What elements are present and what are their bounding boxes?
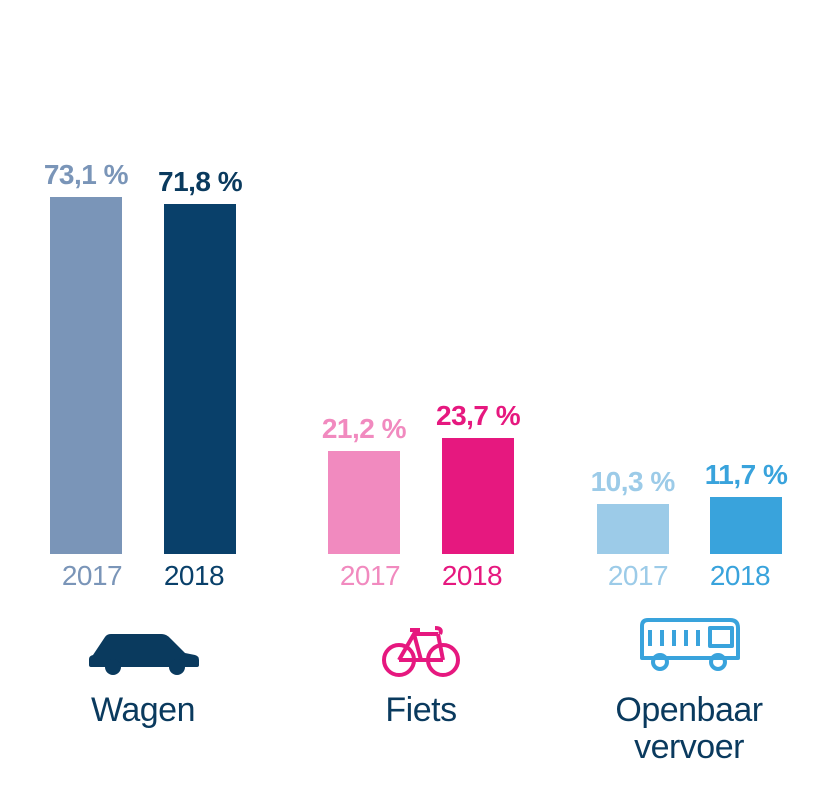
- bars-row: 10,3 % 11,7 %: [564, 459, 814, 554]
- bar-2017: 21,2 %: [322, 413, 406, 554]
- bar-rect: [328, 451, 400, 554]
- bar-value-label: 73,1 %: [44, 159, 128, 191]
- bars-row: 73,1 % 71,8 %: [18, 159, 268, 554]
- bar-2018: 71,8 %: [158, 166, 242, 554]
- group-wagen: 73,1 % 71,8 %: [18, 0, 268, 554]
- group-fiets: 21,2 % 23,7 %: [296, 0, 546, 554]
- car-icon: [83, 625, 203, 675]
- bar-value-label: 71,8 %: [158, 166, 242, 198]
- year-label: 2017: [56, 560, 128, 592]
- year-label: 2018: [158, 560, 230, 592]
- bar-rect: [164, 204, 236, 554]
- category-label: Wagen: [18, 692, 268, 729]
- bar-value-label: 11,7 %: [705, 459, 788, 491]
- bar-2018: 11,7 %: [705, 459, 788, 554]
- year-label: 2018: [436, 560, 508, 592]
- year-label: 2017: [334, 560, 406, 592]
- bar-rect: [442, 438, 514, 554]
- bar-rect: [597, 504, 669, 554]
- category-label: Openbaar vervoer: [564, 692, 814, 767]
- bicycle-icon: [382, 620, 460, 678]
- bar-value-label: 10,3 %: [591, 466, 675, 498]
- bar-value-label: 23,7 %: [436, 400, 520, 432]
- bars-row: 21,2 % 23,7 %: [296, 400, 546, 554]
- bar-rect: [50, 197, 122, 554]
- group-openbaar: 10,3 % 11,7 %: [564, 0, 814, 554]
- category-label: Fiets: [296, 692, 546, 729]
- bus-icon: [634, 614, 744, 674]
- bar-rect: [710, 497, 782, 554]
- bar-2018: 23,7 %: [436, 400, 520, 554]
- year-label: 2017: [602, 560, 674, 592]
- bar-2017: 10,3 %: [591, 466, 675, 554]
- year-label: 2018: [704, 560, 776, 592]
- bar-2017: 73,1 %: [44, 159, 128, 554]
- bar-value-label: 21,2 %: [322, 413, 406, 445]
